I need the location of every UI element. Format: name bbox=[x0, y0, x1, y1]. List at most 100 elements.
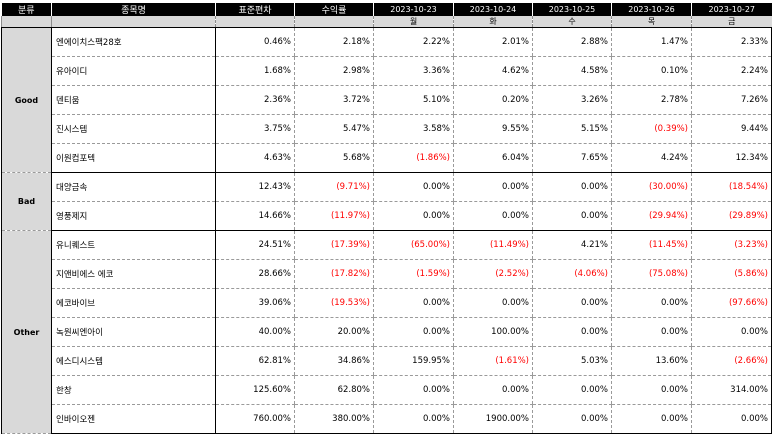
std-cell[interactable]: 62.81% bbox=[215, 346, 295, 376]
std-cell[interactable]: 12.43% bbox=[215, 172, 295, 202]
daily-return-cell[interactable]: 2.24% bbox=[691, 56, 772, 86]
date-header[interactable]: 2023-10-26 bbox=[611, 3, 692, 16]
daily-return-cell[interactable]: 2.22% bbox=[373, 27, 454, 57]
daily-return-cell[interactable]: 0.00% bbox=[373, 375, 454, 405]
daily-return-cell[interactable]: 5.15% bbox=[532, 114, 612, 144]
std-cell[interactable]: 14.66% bbox=[215, 201, 295, 231]
daily-return-cell[interactable]: 0.00% bbox=[373, 201, 454, 231]
return-cell[interactable]: (19.53%) bbox=[294, 288, 374, 318]
daily-return-cell[interactable]: 0.00% bbox=[691, 317, 772, 347]
name-header[interactable]: 종목명 bbox=[51, 3, 216, 16]
group-label-cell[interactable]: Bad bbox=[1, 172, 52, 231]
daily-return-cell[interactable]: 0.00% bbox=[532, 404, 612, 434]
daily-return-cell[interactable]: 3.26% bbox=[532, 85, 612, 115]
return-cell[interactable]: 2.98% bbox=[294, 56, 374, 86]
daily-return-cell[interactable]: 0.00% bbox=[373, 317, 454, 347]
return-cell[interactable]: 5.68% bbox=[294, 143, 374, 173]
daily-return-cell[interactable]: 4.62% bbox=[453, 56, 533, 86]
stock-name-cell[interactable]: 유아이디 bbox=[51, 56, 216, 86]
daily-return-cell[interactable]: 13.60% bbox=[611, 346, 692, 376]
std-cell[interactable]: 0.46% bbox=[215, 27, 295, 57]
std-cell[interactable]: 28.66% bbox=[215, 259, 295, 289]
stock-name-cell[interactable]: 지앤비에스 에코 bbox=[51, 259, 216, 289]
daily-return-cell[interactable]: 0.00% bbox=[691, 404, 772, 434]
daily-return-cell[interactable]: 0.00% bbox=[611, 288, 692, 318]
daily-return-cell[interactable]: 0.00% bbox=[611, 375, 692, 405]
stock-name-cell[interactable]: 이원컴포텍 bbox=[51, 143, 216, 173]
std-cell[interactable]: 760.00% bbox=[215, 404, 295, 434]
daily-return-cell[interactable]: (18.54%) bbox=[691, 172, 772, 202]
daily-return-cell[interactable]: 0.00% bbox=[532, 288, 612, 318]
daily-return-cell[interactable]: 12.34% bbox=[691, 143, 772, 173]
daily-return-cell[interactable]: 0.00% bbox=[532, 201, 612, 231]
std-header[interactable]: 표준편차 bbox=[215, 3, 295, 16]
daily-return-cell[interactable]: 0.00% bbox=[453, 375, 533, 405]
daily-return-cell[interactable]: (75.08%) bbox=[611, 259, 692, 289]
daily-return-cell[interactable]: (0.39%) bbox=[611, 114, 692, 144]
std-cell[interactable]: 39.06% bbox=[215, 288, 295, 318]
date-header[interactable]: 2023-10-27 bbox=[691, 3, 772, 16]
weekday-blank-cell[interactable] bbox=[51, 16, 216, 28]
daily-return-cell[interactable]: 7.26% bbox=[691, 85, 772, 115]
stock-name-cell[interactable]: 인바이오젠 bbox=[51, 404, 216, 434]
stock-name-cell[interactable]: 녹원씨엔아이 bbox=[51, 317, 216, 347]
daily-return-cell[interactable]: 0.00% bbox=[453, 288, 533, 318]
daily-return-cell[interactable]: (1.86%) bbox=[373, 143, 454, 173]
daily-return-cell[interactable]: 6.04% bbox=[453, 143, 533, 173]
daily-return-cell[interactable]: 0.00% bbox=[532, 317, 612, 347]
std-cell[interactable]: 40.00% bbox=[215, 317, 295, 347]
daily-return-cell[interactable]: (30.00%) bbox=[611, 172, 692, 202]
stock-name-cell[interactable]: 진시스템 bbox=[51, 114, 216, 144]
stock-name-cell[interactable]: 영풍제지 bbox=[51, 201, 216, 231]
daily-return-cell[interactable]: (29.94%) bbox=[611, 201, 692, 231]
return-cell[interactable]: 20.00% bbox=[294, 317, 374, 347]
daily-return-cell[interactable]: 7.65% bbox=[532, 143, 612, 173]
daily-return-cell[interactable]: 0.00% bbox=[611, 317, 692, 347]
daily-return-cell[interactable]: 0.00% bbox=[373, 172, 454, 202]
daily-return-cell[interactable]: (4.06%) bbox=[532, 259, 612, 289]
std-cell[interactable]: 24.51% bbox=[215, 230, 295, 260]
daily-return-cell[interactable]: 0.00% bbox=[373, 404, 454, 434]
daily-return-cell[interactable]: 0.00% bbox=[611, 404, 692, 434]
return-cell[interactable]: 2.18% bbox=[294, 27, 374, 57]
daily-return-cell[interactable]: 0.00% bbox=[453, 172, 533, 202]
daily-return-cell[interactable]: (11.45%) bbox=[611, 230, 692, 260]
return-header[interactable]: 수익률 bbox=[294, 3, 374, 16]
daily-return-cell[interactable]: (1.59%) bbox=[373, 259, 454, 289]
daily-return-cell[interactable]: 0.10% bbox=[611, 56, 692, 86]
daily-return-cell[interactable]: 100.00% bbox=[453, 317, 533, 347]
daily-return-cell[interactable]: 0.00% bbox=[453, 201, 533, 231]
std-cell[interactable]: 3.75% bbox=[215, 114, 295, 144]
return-cell[interactable]: 34.86% bbox=[294, 346, 374, 376]
stock-name-cell[interactable]: 유니퀘스트 bbox=[51, 230, 216, 260]
daily-return-cell[interactable]: (5.86%) bbox=[691, 259, 772, 289]
daily-return-cell[interactable]: 0.00% bbox=[373, 288, 454, 318]
stock-name-cell[interactable]: 에스디시스템 bbox=[51, 346, 216, 376]
group-label-cell[interactable]: Good bbox=[1, 27, 52, 173]
stock-name-cell[interactable]: 대양금속 bbox=[51, 172, 216, 202]
daily-return-cell[interactable]: 3.58% bbox=[373, 114, 454, 144]
daily-return-cell[interactable]: 4.58% bbox=[532, 56, 612, 86]
daily-return-cell[interactable]: 0.00% bbox=[532, 375, 612, 405]
weekday-header[interactable]: 금 bbox=[691, 16, 772, 28]
return-cell[interactable]: 62.80% bbox=[294, 375, 374, 405]
stock-name-cell[interactable]: 에코바이브 bbox=[51, 288, 216, 318]
daily-return-cell[interactable]: 314.00% bbox=[691, 375, 772, 405]
daily-return-cell[interactable]: (1.61%) bbox=[453, 346, 533, 376]
daily-return-cell[interactable]: 1.47% bbox=[611, 27, 692, 57]
daily-return-cell[interactable]: (11.49%) bbox=[453, 230, 533, 260]
daily-return-cell[interactable]: 0.20% bbox=[453, 85, 533, 115]
daily-return-cell[interactable]: 2.88% bbox=[532, 27, 612, 57]
daily-return-cell[interactable]: (97.66%) bbox=[691, 288, 772, 318]
daily-return-cell[interactable]: 0.00% bbox=[532, 172, 612, 202]
daily-return-cell[interactable]: (29.89%) bbox=[691, 201, 772, 231]
daily-return-cell[interactable]: 5.03% bbox=[532, 346, 612, 376]
daily-return-cell[interactable]: (2.52%) bbox=[453, 259, 533, 289]
stock-name-cell[interactable]: 덴티움 bbox=[51, 85, 216, 115]
category-header[interactable]: 분류 bbox=[1, 3, 52, 16]
return-cell[interactable]: 380.00% bbox=[294, 404, 374, 434]
daily-return-cell[interactable]: 2.01% bbox=[453, 27, 533, 57]
weekday-blank-cell[interactable] bbox=[215, 16, 295, 28]
return-cell[interactable]: (17.39%) bbox=[294, 230, 374, 260]
weekday-header[interactable]: 목 bbox=[611, 16, 692, 28]
